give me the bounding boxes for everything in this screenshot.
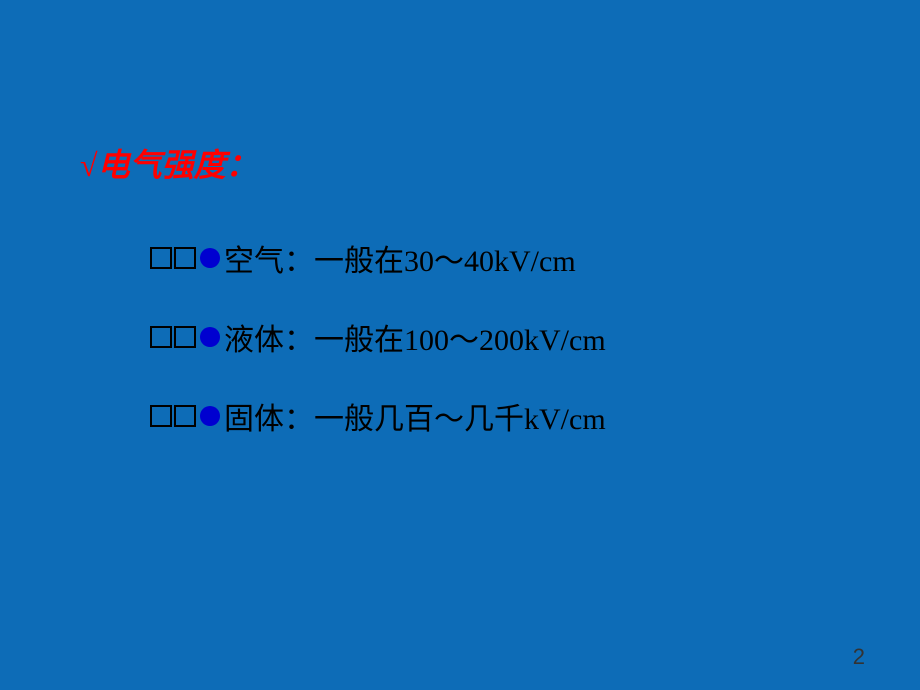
item-text: 液体：一般在100～200kV/cm [224,315,606,359]
item-text: 固体：一般几百～几千kV/cm [224,394,606,438]
square-icon [174,405,196,427]
list-item: 液体：一般在100～200kV/cm [150,315,920,359]
check-mark: √ [80,147,98,183]
page-number: 2 [853,644,865,670]
square-icon [150,405,172,427]
heading-text: 电气强度： [98,147,258,183]
heading: √电气强度： [80,140,920,186]
item-text: 空气：一般在30～40kV/cm [224,236,576,280]
bullet-icon [200,406,220,426]
square-icon [150,247,172,269]
bullet-icon [200,248,220,268]
list-item: 固体：一般几百～几千kV/cm [150,394,920,438]
square-icon [174,247,196,269]
square-markers [150,405,196,427]
list-item: 空气：一般在30～40kV/cm [150,236,920,280]
bullet-icon [200,327,220,347]
square-markers [150,326,196,348]
square-markers [150,247,196,269]
square-icon [150,326,172,348]
square-icon [174,326,196,348]
slide-content: √电气强度： 空气：一般在30～40kV/cm 液体：一般在100～200kV/… [0,0,920,438]
